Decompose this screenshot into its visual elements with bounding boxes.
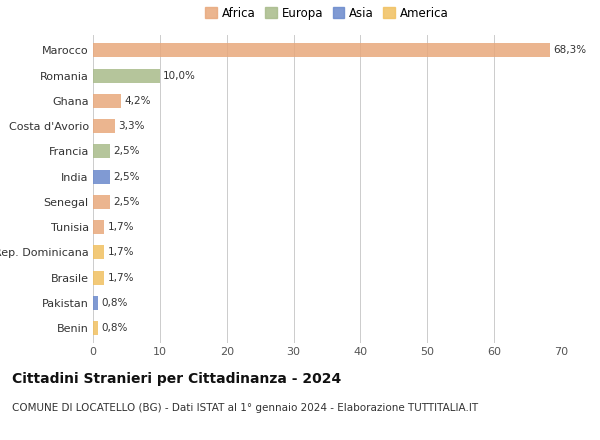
- Bar: [93, 44, 550, 57]
- Text: 1,7%: 1,7%: [108, 222, 134, 232]
- Text: 1,7%: 1,7%: [108, 272, 134, 282]
- Bar: [93, 321, 98, 335]
- Text: Cittadini Stranieri per Cittadinanza - 2024: Cittadini Stranieri per Cittadinanza - 2…: [12, 372, 341, 386]
- Bar: [93, 296, 98, 310]
- Text: 68,3%: 68,3%: [553, 45, 586, 55]
- Bar: [93, 271, 104, 285]
- Bar: [93, 144, 110, 158]
- Text: 2,5%: 2,5%: [113, 197, 140, 207]
- Bar: [93, 246, 104, 259]
- Bar: [93, 220, 104, 234]
- Legend: Africa, Europa, Asia, America: Africa, Europa, Asia, America: [202, 3, 452, 23]
- Text: 10,0%: 10,0%: [163, 70, 196, 81]
- Text: 2,5%: 2,5%: [113, 172, 140, 182]
- Text: 0,8%: 0,8%: [101, 323, 128, 333]
- Bar: [93, 195, 110, 209]
- Bar: [93, 119, 115, 133]
- Text: COMUNE DI LOCATELLO (BG) - Dati ISTAT al 1° gennaio 2024 - Elaborazione TUTTITAL: COMUNE DI LOCATELLO (BG) - Dati ISTAT al…: [12, 403, 478, 413]
- Text: 1,7%: 1,7%: [108, 247, 134, 257]
- Bar: [93, 170, 110, 183]
- Bar: [93, 69, 160, 83]
- Text: 0,8%: 0,8%: [101, 298, 128, 308]
- Bar: [93, 94, 121, 108]
- Text: 2,5%: 2,5%: [113, 147, 140, 156]
- Text: 3,3%: 3,3%: [118, 121, 145, 131]
- Text: 4,2%: 4,2%: [124, 96, 151, 106]
